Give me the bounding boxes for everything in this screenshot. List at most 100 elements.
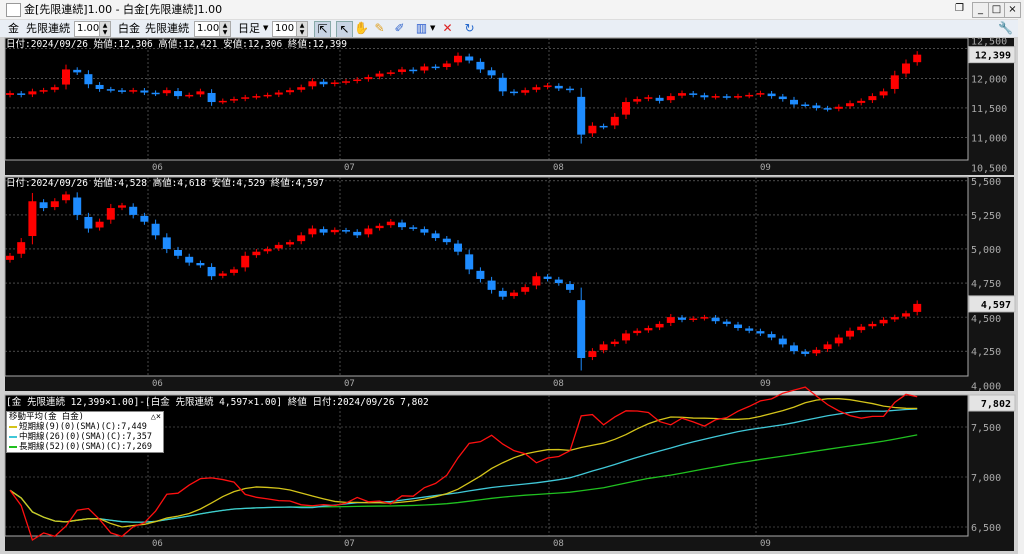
candle-body <box>409 69 418 72</box>
pencil-icon[interactable]: ✎ <box>374 21 385 35</box>
candle-body <box>73 69 82 73</box>
candle-body <box>734 324 742 329</box>
multiplier2-spinner[interactable]: ▲ ▼ <box>219 21 231 37</box>
candle-body <box>633 99 642 102</box>
y-tick-label: 4,500 <box>971 314 1001 325</box>
y-tick-label: 5,250 <box>971 211 1001 222</box>
candle-body <box>62 194 70 201</box>
candle-body <box>711 96 720 98</box>
hand-icon[interactable]: ✋ <box>354 21 369 35</box>
last-price-badge <box>968 46 1016 64</box>
candle-body <box>263 248 272 252</box>
candle-body <box>252 251 261 256</box>
panel1-ohlc-info: 日付:2024/09/26 始値:12,306 高値:12,421 安値:12,… <box>6 39 347 50</box>
candle-body <box>902 63 910 74</box>
candle-body <box>846 103 854 107</box>
legend-swatch <box>9 425 17 428</box>
last-price-value: 7,802 <box>981 399 1011 410</box>
candle-body <box>778 96 787 100</box>
last-price-value: 4,597 <box>981 300 1011 311</box>
close-button[interactable]: × <box>1004 2 1021 18</box>
candle-body <box>73 197 82 215</box>
moving-average-legend[interactable]: 移動平均(金 白金) △× 短期線(9)(0)(SMA)(C):7,449 中期線… <box>6 411 164 453</box>
x-month-label: 09 <box>760 539 771 549</box>
candle-body <box>834 106 843 109</box>
x-month-label: 07 <box>344 539 355 549</box>
toolbar: 金 先限連続 1.00 ▲ ▼ 白金 先限連続 1.00 ▲ ▼ 日足 ▼ 100 … <box>0 20 1018 38</box>
candle-body <box>106 208 115 220</box>
x-month-label: 08 <box>553 379 564 389</box>
candle-body <box>375 225 384 229</box>
candle-body <box>722 96 731 98</box>
candle-body <box>151 92 160 95</box>
restore-icon[interactable]: ❐ <box>955 3 964 14</box>
delete-drawing-icon[interactable]: ✕ <box>442 21 453 35</box>
candle-body <box>756 331 765 334</box>
candle-body <box>364 228 373 235</box>
contract1-label[interactable]: 先限連続 <box>26 22 70 35</box>
candle-body <box>599 344 608 351</box>
candle-body <box>801 351 810 354</box>
candle-body <box>207 266 216 277</box>
candle-body <box>454 55 462 63</box>
candle-body <box>790 99 798 105</box>
marker-icon[interactable]: ✐ <box>394 21 405 35</box>
x-month-label: 09 <box>760 379 771 389</box>
symbol1-label[interactable]: 金 <box>8 22 19 35</box>
candle-body <box>890 75 899 89</box>
candle-body <box>6 255 14 260</box>
candle-body <box>330 229 339 233</box>
legend-item-short: 短期線(9)(0)(SMA)(C):7,449 <box>7 422 163 432</box>
contract2-label[interactable]: 先限連続 <box>145 22 189 35</box>
candle-body <box>521 90 530 93</box>
multiplier1-spinner[interactable]: ▲ ▼ <box>99 21 111 37</box>
candle-body <box>330 82 339 84</box>
x-month-label: 07 <box>344 379 355 389</box>
panel-1-plot <box>4 37 969 161</box>
price-ratio-line <box>9 386 918 541</box>
y-tick-label: 7,000 <box>971 473 1001 484</box>
y-tick-label: 5,500 <box>971 177 1001 188</box>
legend-swatch <box>9 435 17 438</box>
candle-body <box>62 69 70 85</box>
candle-body <box>689 93 698 95</box>
candle-body <box>823 344 832 350</box>
candle-body <box>386 72 395 74</box>
candle-body <box>487 70 496 76</box>
candle-body <box>442 238 451 243</box>
candle-body <box>767 334 776 338</box>
candle-body <box>162 90 171 94</box>
candle-body <box>274 92 283 95</box>
candle-body <box>196 91 205 95</box>
candle-body <box>442 63 451 68</box>
candle-body <box>218 273 227 276</box>
chevron-down-icon[interactable]: ▼ <box>263 24 269 32</box>
candle-body <box>230 269 238 273</box>
candle-body <box>241 97 250 99</box>
chevron-down-icon[interactable]: ▼ <box>430 24 436 32</box>
wrench-icon[interactable]: 🔧 <box>998 21 1013 35</box>
candle-body <box>610 341 619 344</box>
candle-body <box>577 300 586 359</box>
candle-body <box>745 94 754 97</box>
candle-body <box>655 97 664 101</box>
candle-body <box>263 94 272 97</box>
candle-body <box>711 317 720 322</box>
candle-body <box>476 270 485 279</box>
candle-body <box>431 233 440 239</box>
count-spinner[interactable]: ▲ ▼ <box>296 21 308 37</box>
refresh-icon[interactable]: ↻ <box>464 21 475 35</box>
candle-body <box>375 73 384 77</box>
candle-body <box>252 96 261 98</box>
legend-collapse-icon[interactable]: △× <box>150 412 161 422</box>
period-dropdown[interactable]: 日足 <box>238 22 260 35</box>
candle-body <box>498 77 507 92</box>
bar-chart-icon[interactable]: ▥ <box>415 21 428 35</box>
candle-body <box>767 93 776 97</box>
symbol2-label[interactable]: 白金 <box>118 22 140 35</box>
candle-body <box>857 326 866 331</box>
candle-body <box>174 249 182 256</box>
candle-body <box>106 89 115 91</box>
legend-item-mid: 中期線(26)(0)(SMA)(C):7,357 <box>7 432 163 442</box>
